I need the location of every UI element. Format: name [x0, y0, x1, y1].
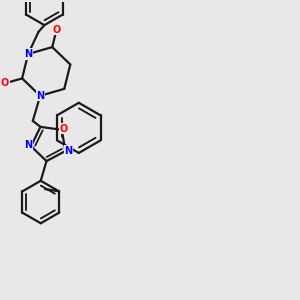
Text: O: O [60, 124, 68, 134]
Text: N: N [64, 146, 73, 156]
Text: N: N [36, 91, 44, 101]
Text: O: O [1, 78, 9, 88]
Text: O: O [52, 25, 61, 35]
Text: N: N [24, 140, 32, 150]
Text: N: N [24, 49, 32, 59]
